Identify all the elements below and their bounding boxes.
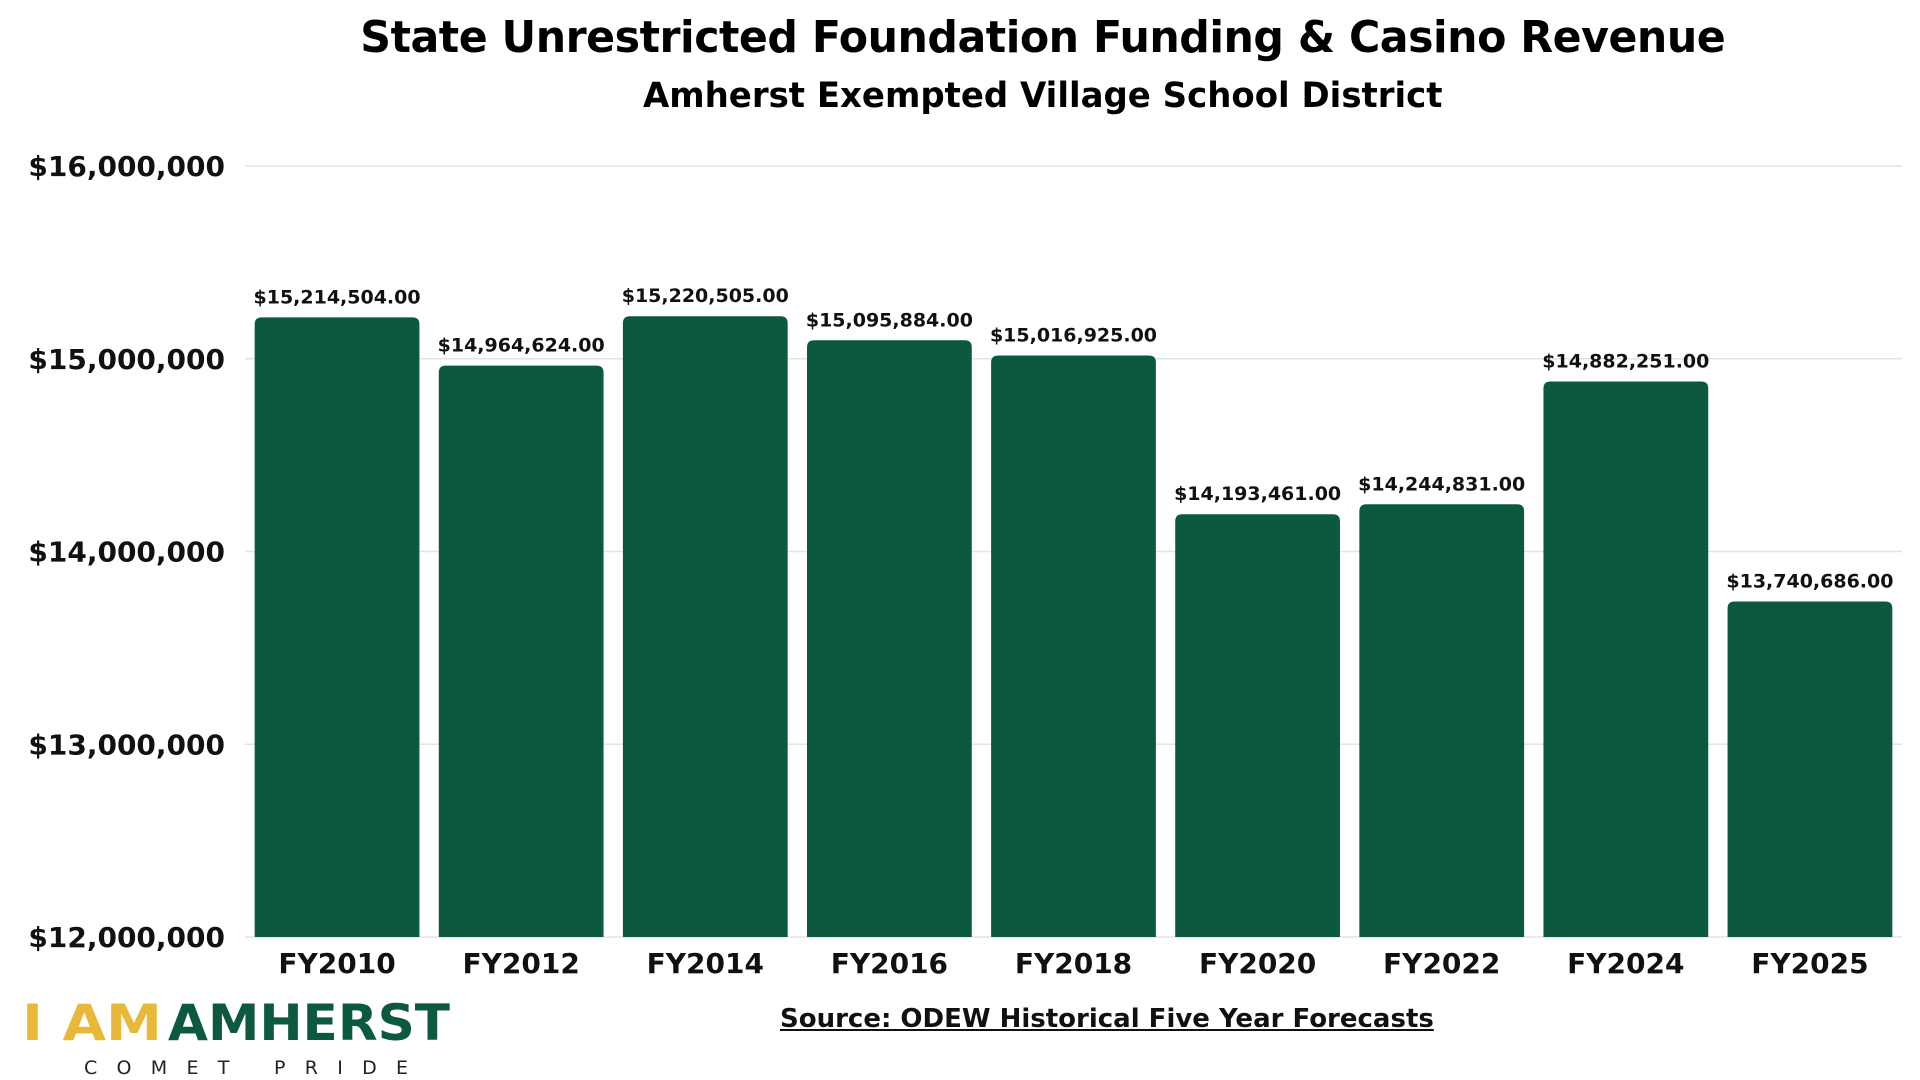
chart-subtitle: Amherst Exempted Village School District xyxy=(0,76,1920,116)
data-label: $14,964,624.00 xyxy=(438,335,605,357)
bar-fy2024 xyxy=(1543,381,1709,937)
y-tick-label: $15,000,000 xyxy=(28,343,225,376)
bar-fy2016 xyxy=(806,340,972,937)
data-label: $15,095,884.00 xyxy=(806,309,973,331)
i-am-amherst-logo: I AM AMHERST COMET PRIDE xyxy=(20,998,460,1078)
logo-tagline: COMET PRIDE xyxy=(84,1057,408,1078)
bar-chart: $12,000,000 $13,000,000 $14,000,000 $15,000… xyxy=(28,150,1902,980)
source-note[interactable]: Source: ODEW Historical Five Year Foreca… xyxy=(780,1004,1434,1034)
data-label: $14,882,251.00 xyxy=(1542,350,1709,372)
x-tick-label: FY2022 xyxy=(1383,947,1500,980)
bar-fy2022 xyxy=(1359,504,1525,937)
logo-name: AMHERST xyxy=(168,998,450,1052)
data-label: $15,214,504.00 xyxy=(254,286,421,308)
x-tick-label: FY2012 xyxy=(462,947,579,980)
y-axis-tick-labels: $12,000,000 $13,000,000 $14,000,000 $15,000… xyxy=(28,150,225,954)
chart-subtitle-text: Amherst Exempted Village School District xyxy=(642,76,1443,116)
chart-title: State Unrestricted Foundation Funding & … xyxy=(0,12,1920,63)
x-tick-label: FY2020 xyxy=(1199,947,1316,980)
bar-fy2010 xyxy=(254,317,420,937)
x-tick-label: FY2018 xyxy=(1015,947,1132,980)
bars xyxy=(254,316,1893,938)
bar-fy2018 xyxy=(991,355,1156,938)
x-tick-label: FY2024 xyxy=(1567,947,1684,980)
bar-fy2014 xyxy=(622,316,788,937)
x-axis-tick-labels: FY2010 FY2012 FY2014 FY2016 FY2018 FY2020 FY20… xyxy=(278,947,1868,980)
x-tick-label: FY2016 xyxy=(831,947,948,980)
data-labels: $15,214,504.00 $14,964,624.00 $15,220,505.… xyxy=(254,285,1894,592)
x-tick-label: FY2014 xyxy=(647,947,764,980)
y-tick-label: $14,000,000 xyxy=(28,536,225,569)
x-tick-label: FY2025 xyxy=(1751,947,1868,980)
data-label: $14,244,831.00 xyxy=(1358,473,1525,495)
data-label: $15,016,925.00 xyxy=(990,324,1157,346)
logo-prefix: I AM xyxy=(22,998,162,1052)
bar-fy2025 xyxy=(1727,601,1893,937)
bar-fy2012 xyxy=(438,365,604,937)
y-tick-label: $16,000,000 xyxy=(28,150,225,183)
chart-title-text: State Unrestricted Foundation Funding & … xyxy=(360,12,1726,63)
data-label: $14,193,461.00 xyxy=(1174,483,1341,505)
data-label: $13,740,686.00 xyxy=(1726,570,1893,592)
x-tick-label: FY2010 xyxy=(278,947,395,980)
data-label: $15,220,505.00 xyxy=(622,285,789,307)
y-tick-label: $12,000,000 xyxy=(28,921,225,954)
bar-fy2020 xyxy=(1175,514,1341,937)
y-tick-label: $13,000,000 xyxy=(28,728,225,761)
